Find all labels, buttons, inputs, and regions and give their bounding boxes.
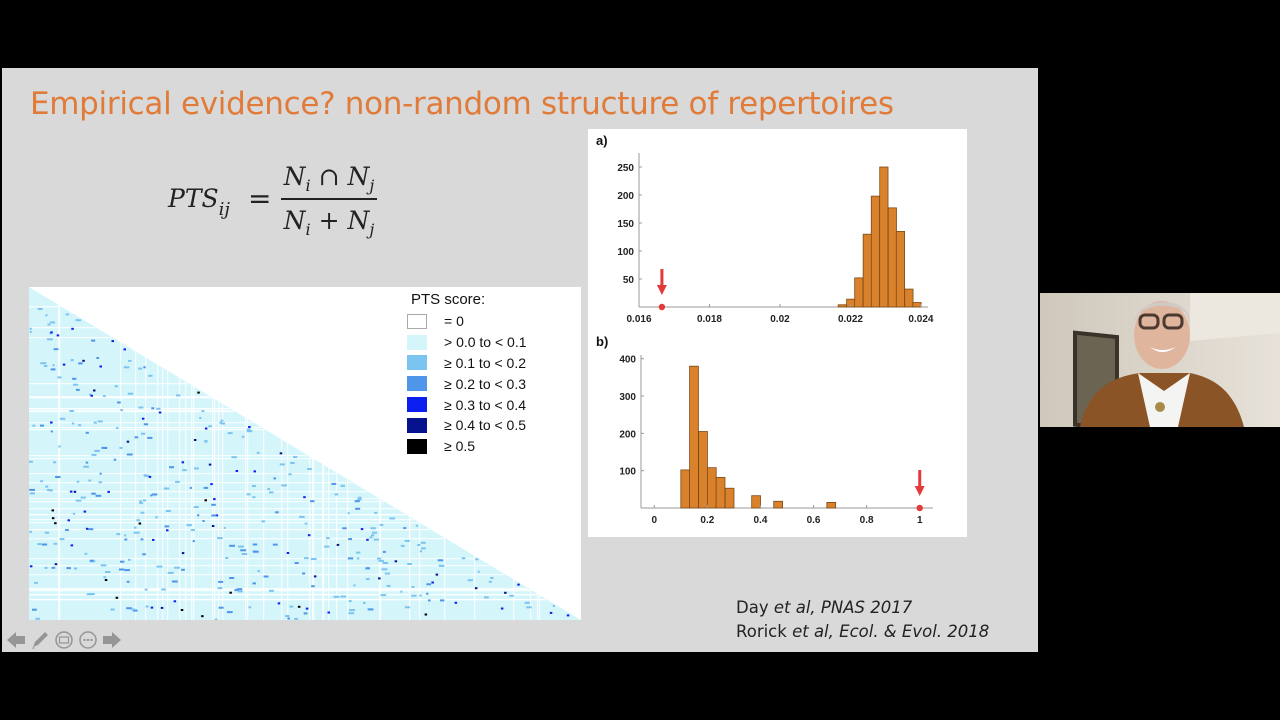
formula-numerator: Ni ∩ Nj bbox=[283, 162, 375, 195]
histogram-a: 50 100 150 200 250 0.016 0.018 0.02 0.022 0.024 bbox=[617, 153, 934, 325]
more-dots-icon bbox=[79, 631, 97, 649]
svg-text:0.024: 0.024 bbox=[908, 314, 933, 325]
panel-b-label: b) bbox=[596, 334, 609, 349]
legend-swatch bbox=[407, 417, 427, 433]
histogram-bar bbox=[837, 304, 847, 308]
slide-navigation-toolbar bbox=[6, 628, 122, 652]
histogram-bar bbox=[680, 469, 691, 509]
panel-a-label: a) bbox=[596, 133, 608, 148]
legend-swatch bbox=[407, 355, 427, 371]
legend-label: ≥ 0.2 to < 0.3 bbox=[444, 375, 527, 392]
svg-text:0.022: 0.022 bbox=[838, 314, 863, 325]
legend-swatch bbox=[407, 376, 427, 392]
histogram-bar bbox=[895, 231, 905, 308]
histogram-bar bbox=[724, 487, 735, 509]
legend-item: = 0 bbox=[405, 311, 575, 332]
pts-heatmap: PTS score: = 0 > 0.0 to < 0.1 ≥ 0.1 to < 0… bbox=[29, 287, 581, 620]
svg-text:50: 50 bbox=[623, 275, 635, 286]
histogram-bar bbox=[879, 166, 889, 308]
legend-label: ≥ 0.3 to < 0.4 bbox=[444, 396, 527, 413]
observed-value-marker bbox=[916, 504, 923, 512]
legend-item: ≥ 0.4 to < 0.5 bbox=[405, 415, 575, 436]
pen-button[interactable] bbox=[30, 630, 50, 650]
histogram-bar bbox=[912, 302, 922, 308]
svg-text:0.4: 0.4 bbox=[754, 515, 768, 526]
histogram-bar bbox=[862, 233, 872, 308]
svg-text:0.2: 0.2 bbox=[700, 515, 714, 526]
svg-text:400: 400 bbox=[619, 355, 636, 366]
next-slide-button[interactable] bbox=[102, 630, 122, 650]
legend-label: ≥ 0.1 to < 0.2 bbox=[444, 354, 527, 371]
arrow-left-icon bbox=[7, 632, 25, 648]
histogram-bar bbox=[870, 195, 880, 308]
presenter-webcam-video bbox=[1040, 293, 1280, 427]
legend-title: PTS score: bbox=[411, 291, 486, 308]
histogram-b: 100 200 300 400 0 0.2 0.4 0.6 0.8 1 bbox=[619, 355, 933, 526]
citation-rorick: Rorick et al, Ecol. & Evol. 2018 bbox=[736, 622, 990, 641]
svg-text:300: 300 bbox=[619, 392, 636, 403]
fraction-bar bbox=[281, 198, 377, 200]
histogram-bar bbox=[689, 365, 699, 509]
histogram-bar bbox=[887, 207, 897, 308]
presenter-video-frame bbox=[1040, 293, 1280, 427]
legend-label: = 0 bbox=[444, 313, 464, 330]
formula-lhs: PTSij bbox=[168, 184, 230, 220]
formula-fraction: Ni ∩ Nj Ni + Nj bbox=[280, 158, 378, 240]
legend-swatch bbox=[407, 438, 427, 454]
histogram-bar bbox=[706, 467, 717, 509]
arrow-right-icon bbox=[103, 632, 121, 648]
legend-label: ≥ 0.4 to < 0.5 bbox=[444, 417, 527, 434]
observed-value-marker bbox=[658, 303, 666, 311]
svg-text:0.016: 0.016 bbox=[626, 314, 651, 325]
histogram-bar bbox=[715, 476, 726, 509]
legend-item: ≥ 0.1 to < 0.2 bbox=[405, 353, 575, 374]
svg-text:0.6: 0.6 bbox=[807, 515, 821, 526]
formula-equals: = bbox=[248, 182, 272, 215]
presentation-slide: Empirical evidence? non-random structure… bbox=[2, 68, 1038, 652]
formula-denominator: Ni + Nj bbox=[283, 206, 375, 239]
legend-item: ≥ 0.2 to < 0.3 bbox=[405, 373, 575, 394]
histogram-panel: a) 50 100 150 200 250 0.016 0.018 0.02 0.022 0.02… bbox=[588, 129, 967, 537]
legend-label: > 0.0 to < 0.1 bbox=[444, 334, 527, 351]
arrow-down-icon bbox=[660, 269, 664, 287]
slides-grid-icon bbox=[55, 631, 73, 649]
svg-text:0.02: 0.02 bbox=[770, 314, 790, 325]
legend-item: > 0.0 to < 0.1 bbox=[405, 332, 575, 353]
svg-text:100: 100 bbox=[617, 247, 634, 258]
svg-text:0.018: 0.018 bbox=[697, 314, 722, 325]
citation-day: Day et al, PNAS 2017 bbox=[736, 598, 913, 617]
histogram-bar bbox=[773, 500, 783, 509]
citations: Day et al, PNAS 2017 Rorick et al, Ecol.… bbox=[736, 596, 989, 644]
svg-text:100: 100 bbox=[619, 467, 636, 478]
svg-text:1: 1 bbox=[917, 515, 923, 526]
legend-label: ≥ 0.5 bbox=[444, 438, 476, 455]
histogram-bar bbox=[698, 431, 708, 509]
heatmap-matrix bbox=[29, 287, 581, 620]
legend-swatch bbox=[407, 334, 427, 350]
svg-text:0.8: 0.8 bbox=[860, 515, 874, 526]
histogram-bar bbox=[826, 502, 837, 509]
svg-text:200: 200 bbox=[619, 429, 636, 440]
pen-icon bbox=[32, 632, 48, 649]
previous-slide-button[interactable] bbox=[6, 630, 26, 650]
heatmap-legend: PTS score: = 0 > 0.0 to < 0.1 ≥ 0.1 to < 0… bbox=[405, 289, 575, 457]
slide-title: Empirical evidence? non-random structure… bbox=[30, 86, 894, 122]
pts-formula: PTSij = Ni ∩ Nj Ni + Nj bbox=[168, 158, 398, 248]
legend-item: ≥ 0.5 bbox=[405, 436, 575, 457]
legend-item: ≥ 0.3 to < 0.4 bbox=[405, 394, 575, 415]
histogram-bar bbox=[854, 277, 864, 308]
svg-text:0: 0 bbox=[651, 515, 657, 526]
see-all-slides-button[interactable] bbox=[54, 630, 74, 650]
legend-swatch bbox=[407, 397, 427, 413]
histogram-bar bbox=[904, 288, 914, 308]
arrow-down-icon bbox=[918, 470, 922, 488]
legend-swatch bbox=[407, 313, 427, 329]
histogram-bar bbox=[751, 495, 761, 509]
more-options-button[interactable] bbox=[78, 630, 98, 650]
svg-text:200: 200 bbox=[617, 191, 634, 202]
svg-text:250: 250 bbox=[617, 163, 634, 174]
svg-text:150: 150 bbox=[617, 219, 634, 230]
